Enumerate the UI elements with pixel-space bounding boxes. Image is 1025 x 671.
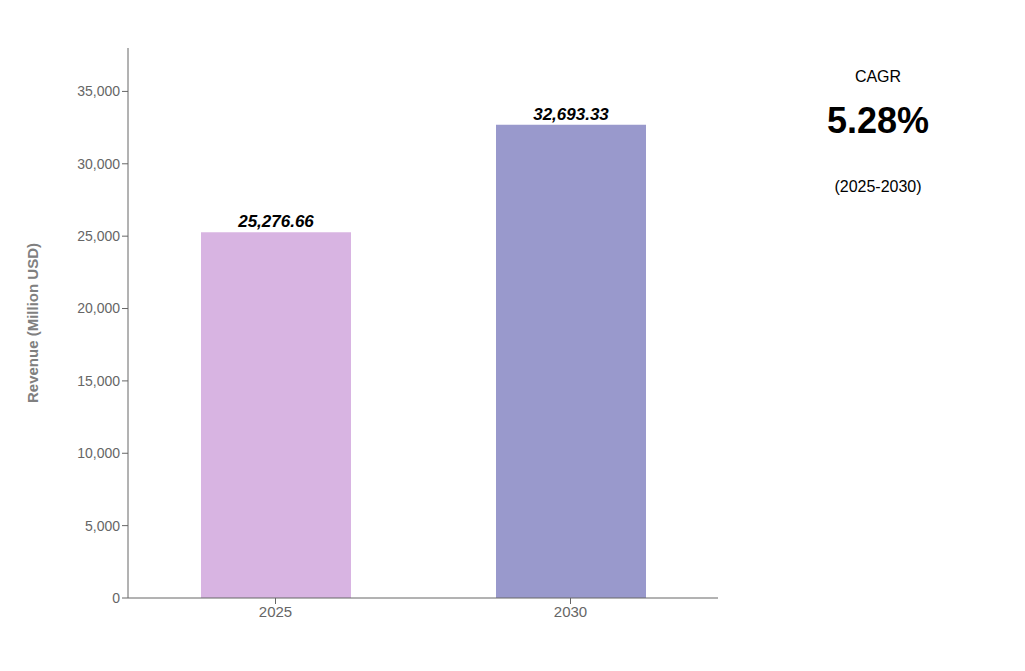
svg-text:0: 0 [112, 590, 120, 606]
html-text:(2025-2030): (2025-2030) [834, 178, 922, 195]
svg-text:2030: 2030 [554, 603, 587, 620]
svg-text:2025: 2025 [259, 603, 292, 620]
svg-text:Revenue (Million USD): Revenue (Million USD) [24, 243, 41, 403]
svg-text:25,276.66: 25,276.66 [237, 212, 314, 231]
html-text:5.28%: 5.28% [827, 100, 929, 141]
svg-text:20,000: 20,000 [77, 300, 120, 316]
svg-text:25,000: 25,000 [77, 228, 120, 244]
html-text:CAGR: CAGR [854, 68, 902, 85]
svg-text:30,000: 30,000 [77, 156, 120, 172]
svg-text:10,000: 10,000 [77, 445, 120, 461]
svg-text:15,000: 15,000 [77, 373, 120, 389]
svg-text:35,000: 35,000 [77, 83, 120, 99]
svg-text:5,000: 5,000 [85, 518, 120, 534]
svg-text:32,693.33: 32,693.33 [533, 105, 609, 124]
